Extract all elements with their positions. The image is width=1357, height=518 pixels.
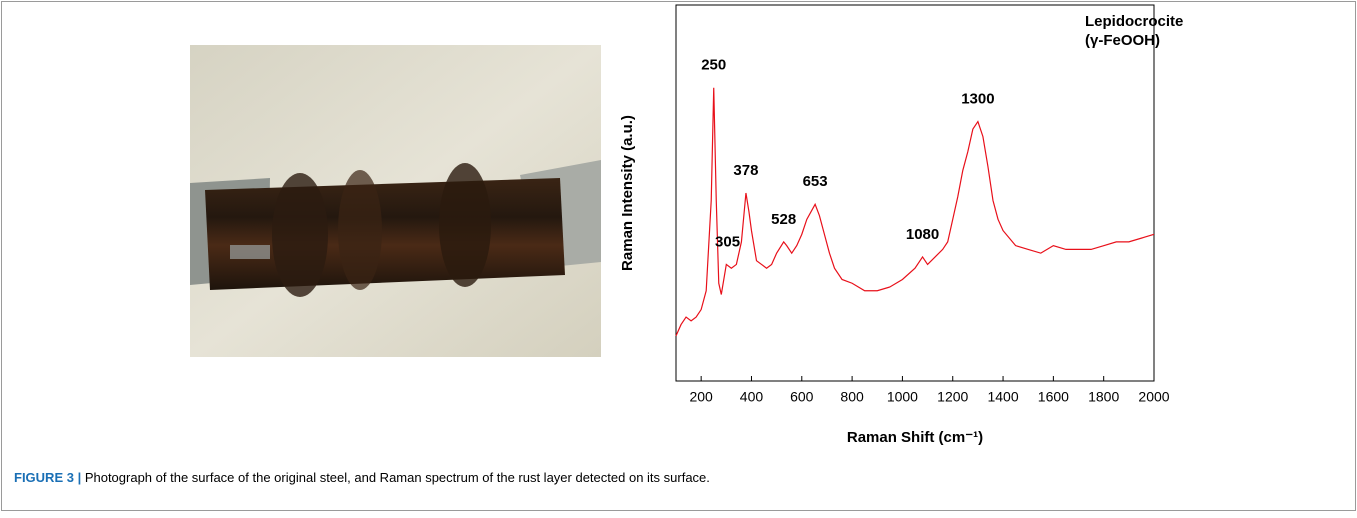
peak-label: 1080 — [906, 226, 939, 243]
y-axis-label: Raman Intensity (a.u.) — [619, 115, 636, 271]
x-tick-label: 1800 — [1088, 389, 1119, 405]
x-tick-label: 800 — [840, 389, 864, 405]
caption: FIGURE 3 | Photograph of the surface of … — [14, 470, 710, 485]
x-tick-label: 200 — [689, 389, 713, 405]
plot-area — [675, 4, 1155, 382]
x-tick-label: 1600 — [1038, 389, 1069, 405]
photo — [190, 45, 601, 357]
x-axis-label: Raman Shift (cm⁻¹) — [847, 429, 983, 446]
peak-label: 653 — [803, 173, 828, 190]
x-tick-label: 600 — [790, 389, 814, 405]
x-tick-label: 400 — [740, 389, 764, 405]
peak-label: 250 — [701, 57, 726, 74]
caption-label: FIGURE 3 | — [14, 470, 81, 485]
chart-title: (γ-FeOOH) — [1085, 32, 1160, 49]
peak-label: 1300 — [961, 91, 994, 108]
chart-title: Lepidocrocite — [1085, 13, 1183, 30]
peak-label: 378 — [733, 162, 758, 179]
x-tick-label: 1000 — [887, 389, 918, 405]
caption-text: Photograph of the surface of the origina… — [81, 470, 710, 485]
x-tick-label: 1200 — [937, 389, 968, 405]
plot-frame — [675, 4, 1155, 382]
x-tick-label: 1400 — [987, 389, 1018, 405]
spectrum-line — [675, 87, 1155, 337]
x-tick-label: 2000 — [1138, 389, 1169, 405]
peak-label: 528 — [771, 211, 796, 228]
peak-label: 305 — [715, 233, 740, 250]
